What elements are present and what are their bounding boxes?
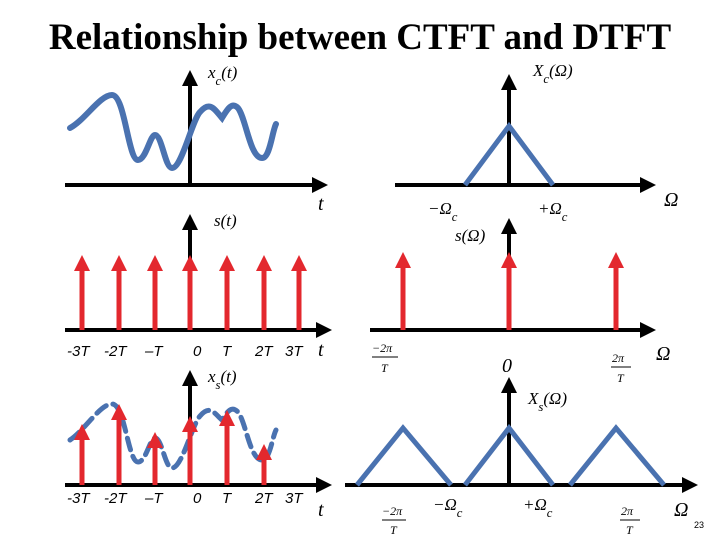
xs-freq-tick-neg: −Ωc <box>433 495 463 520</box>
xc-freq-tick-pos: +Ωc <box>538 199 568 224</box>
xs-freq-y-label: Xs(Ω) <box>527 389 567 414</box>
s-time-tick: -2T <box>104 343 128 360</box>
xs-spectrum-triangle <box>568 424 666 487</box>
s-freq-x-label: Ω <box>656 343 670 365</box>
s-freq-tick-neg-den: T <box>381 361 389 375</box>
panel-xs-freq: Xs(Ω) Ω −Ωc +Ωc −2π T 2π T <box>345 377 698 537</box>
xs-freq-tick-pos: +Ωc <box>523 495 553 520</box>
slide-title: Relationship between CTFT and DTFT <box>48 17 672 58</box>
xc-time-y-label: xc(t) <box>207 63 238 88</box>
s-freq-tick-pos-num: 2π <box>612 351 625 365</box>
xs-time-tick: 2T <box>254 490 274 507</box>
s-time-tick: –T <box>144 343 164 360</box>
panel-xc-freq: Xc(Ω) Ω −Ωc +Ωc <box>395 61 678 224</box>
xs-time-tick: T <box>222 490 233 507</box>
xs-time-tick: 3T <box>285 490 304 507</box>
xc-signal-curve <box>67 91 279 172</box>
xs-time-x-label: t <box>318 499 324 521</box>
xs-freq-tick-neg-num: −2π <box>382 504 403 518</box>
panel-xc-time: xc(t) t <box>65 63 328 215</box>
xs-freq-tick-pos-num: 2π <box>621 504 634 518</box>
s-time-tick: 3T <box>285 343 304 360</box>
panel-xs-time: xs(t) t -3T -2T –T 0 T 2T 3T <box>65 367 332 521</box>
xs-time-tick: -2T <box>104 490 128 507</box>
xs-time-tick: –T <box>144 490 164 507</box>
s-freq-tick-neg-num: −2π <box>372 341 393 355</box>
s-freq-tick-pos-den: T <box>617 371 625 385</box>
xc-time-x-label: t <box>318 193 324 215</box>
s-time-tick: -3T <box>67 343 91 360</box>
s-time-x-label: t <box>318 339 324 361</box>
xc-freq-y-label: Xc(Ω) <box>532 61 573 86</box>
xc-spectrum-triangle <box>462 121 556 187</box>
s-time-y-label: s(t) <box>214 211 237 230</box>
s-freq-tick-zero: 0 <box>502 355 512 377</box>
s-time-tick: 0 <box>193 343 202 360</box>
xs-dashed-envelope <box>67 401 279 471</box>
xs-freq-tick-pos-den: T <box>626 523 634 537</box>
xs-freq-tick-neg-den: T <box>390 523 398 537</box>
xs-time-tick: -3T <box>67 490 91 507</box>
xs-time-y-label: xs(t) <box>207 367 237 392</box>
xs-spectrum-triangle <box>463 423 555 487</box>
s-freq-y-label: s(Ω) <box>455 226 486 245</box>
panel-s-freq: s(Ω) Ω 0 −2π T 2π T <box>370 218 670 385</box>
panel-s-time: s(t) t -3T -2T –T 0 T 2T 3T <box>65 211 332 361</box>
xc-freq-x-label: Ω <box>664 189 678 211</box>
xs-spectrum-triangle <box>355 424 453 487</box>
xs-time-tick: 0 <box>193 490 202 507</box>
xs-freq-x-label: Ω <box>674 499 688 521</box>
xc-freq-tick-neg: −Ωc <box>428 199 458 224</box>
page-number: 23 <box>694 520 704 530</box>
s-time-tick: 2T <box>254 343 274 360</box>
s-time-tick: T <box>222 343 233 360</box>
